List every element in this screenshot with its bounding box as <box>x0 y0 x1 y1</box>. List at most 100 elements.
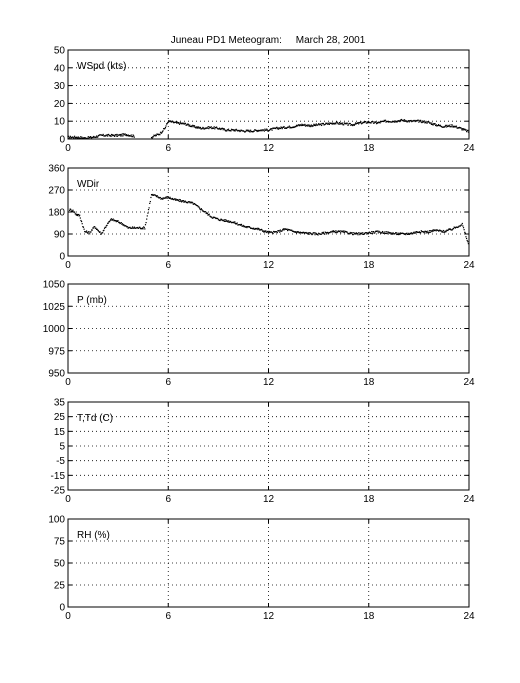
data-point <box>194 203 196 206</box>
data-point <box>195 204 198 206</box>
data-point <box>208 213 210 216</box>
data-point <box>438 230 440 232</box>
data-point <box>452 227 455 230</box>
data-point <box>103 227 106 229</box>
data-point <box>141 228 143 230</box>
data-point <box>260 228 262 231</box>
data-point <box>397 232 399 234</box>
data-point <box>97 230 99 232</box>
data-point <box>221 127 224 129</box>
data-point <box>413 231 415 233</box>
data-point <box>408 233 410 236</box>
data-point <box>280 230 282 232</box>
data-point <box>411 121 413 123</box>
data-point <box>239 224 241 226</box>
data-point <box>87 231 90 233</box>
data-point <box>332 231 334 233</box>
data-point <box>396 121 398 123</box>
x-tick-label: 0 <box>65 611 71 622</box>
data-point <box>398 120 400 122</box>
data-point <box>225 220 227 222</box>
data-point <box>220 218 223 220</box>
data-point <box>264 128 266 130</box>
data-point <box>351 124 353 126</box>
data-point <box>133 135 135 137</box>
data-point <box>166 197 168 200</box>
data-point <box>366 122 368 124</box>
x-tick-label: 0 <box>65 377 71 388</box>
data-point <box>403 120 405 122</box>
data-point <box>242 224 244 227</box>
data-point <box>168 197 170 199</box>
data-point <box>268 230 271 233</box>
data-point <box>263 230 266 232</box>
data-point <box>444 230 446 232</box>
data-point <box>112 218 114 221</box>
data-point <box>174 199 177 201</box>
data-point <box>243 225 246 227</box>
data-point <box>198 206 200 208</box>
data-point <box>443 126 446 128</box>
data-point <box>142 228 144 230</box>
data-point <box>213 127 215 129</box>
panel-4: 0 6 12 18 24 -25 -15 -5 5 15 25 35 T,Td (C) <box>51 398 475 506</box>
data-point <box>321 233 323 235</box>
data-point <box>120 222 122 224</box>
data-point <box>163 128 165 130</box>
data-point <box>200 208 202 210</box>
data-point <box>234 222 236 224</box>
data-point <box>178 198 180 201</box>
data-point <box>97 229 99 231</box>
data-point <box>338 123 340 125</box>
data-point <box>262 230 264 232</box>
data-point <box>394 233 396 235</box>
data-point <box>75 213 77 215</box>
data-point <box>422 121 424 123</box>
data-point <box>157 196 160 198</box>
data-point <box>316 233 319 235</box>
data-point <box>423 120 425 122</box>
data-point <box>94 226 96 228</box>
data-point <box>432 124 434 126</box>
data-point <box>368 232 370 234</box>
data-point <box>115 135 117 137</box>
data-point <box>79 136 82 138</box>
data-point <box>163 128 165 130</box>
data-point <box>198 207 201 209</box>
data-point <box>122 135 124 137</box>
data-point <box>336 121 338 123</box>
data-point <box>465 237 468 240</box>
data-point <box>208 128 210 130</box>
data-point <box>223 219 225 221</box>
data-point <box>407 233 409 235</box>
data-point <box>403 233 406 235</box>
data-point <box>310 125 312 127</box>
data-point <box>88 231 90 233</box>
data-point <box>117 220 119 222</box>
data-point <box>125 225 127 227</box>
data-point <box>430 123 433 125</box>
data-point <box>247 225 249 228</box>
data-point <box>461 128 464 130</box>
data-point <box>269 129 271 131</box>
data-point <box>451 124 453 126</box>
data-point <box>244 226 246 228</box>
data-point <box>181 123 183 125</box>
data-point <box>115 134 117 136</box>
data-point <box>75 137 77 139</box>
x-tick-label: 24 <box>463 494 475 505</box>
data-point <box>89 231 91 233</box>
data-point <box>67 135 70 137</box>
data-point <box>231 221 233 224</box>
data-point <box>191 201 193 203</box>
data-point <box>463 229 465 231</box>
data-point <box>110 133 113 136</box>
data-point <box>104 226 106 228</box>
data-point <box>346 231 348 233</box>
data-point <box>155 135 157 137</box>
data-point <box>231 222 233 224</box>
data-point <box>162 130 164 132</box>
data-point <box>442 229 444 232</box>
data-point <box>232 221 235 223</box>
